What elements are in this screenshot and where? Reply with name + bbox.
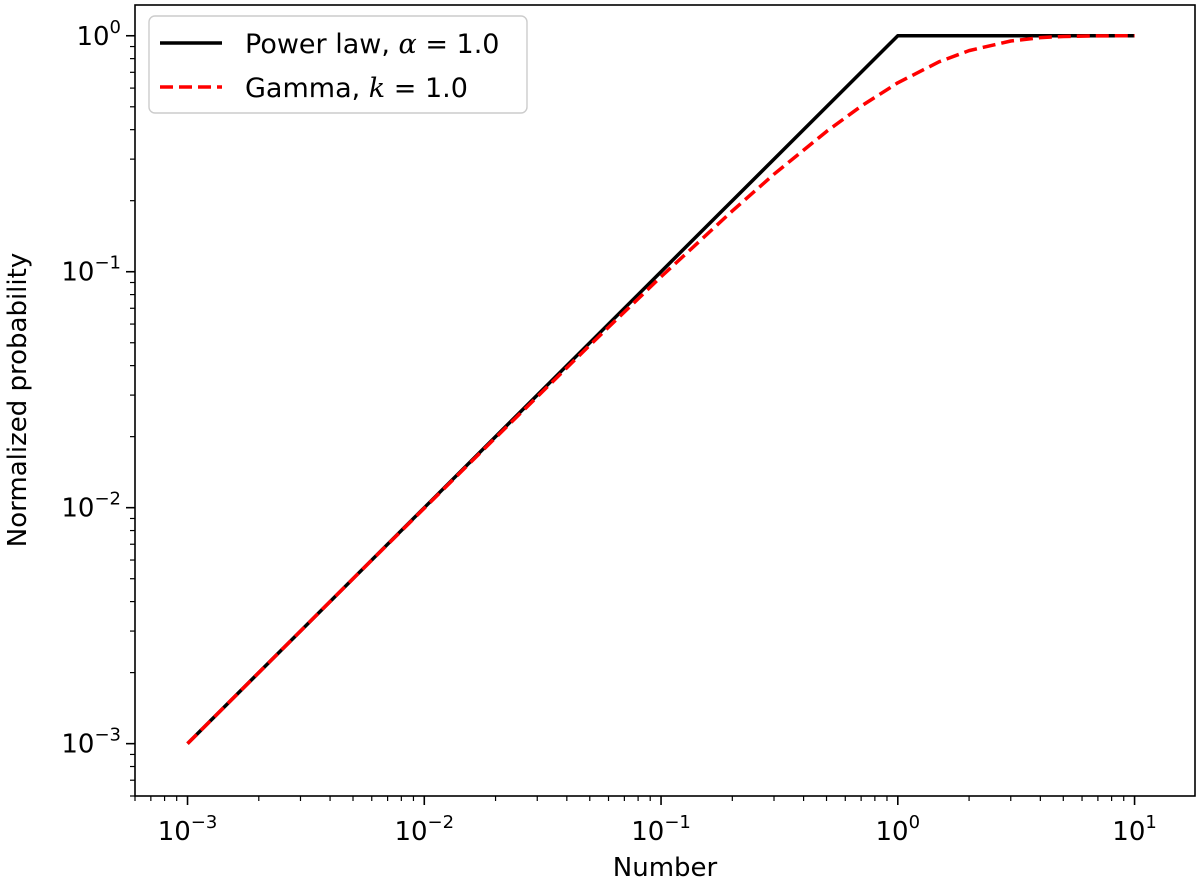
series-power-law-line [186,34,1135,745]
series-layer [186,34,1135,745]
x-axis-label: Number [613,853,718,883]
y-tick-base: 10 [61,730,94,760]
x-tick-label: 100 [876,812,921,847]
series-gamma-line [186,34,1135,745]
x-tick-base: 10 [1112,817,1145,847]
legend-label-power-law: Power law, α = 1.0 [245,29,499,60]
y-tick-exponent: −1 [94,253,121,274]
x-tick-base: 10 [158,817,191,847]
x-tick-base: 10 [394,817,427,847]
legend-box [148,15,528,114]
x-tick-label: 10−1 [631,812,691,847]
x-tick-label: 10−2 [394,812,454,847]
y-tick-exponent: 0 [110,17,121,38]
y-axis-label: Normalized probability [3,253,33,547]
x-tick-label: 101 [1112,812,1157,847]
y-tick-base: 10 [61,258,94,288]
minor-ticks [130,45,1125,801]
x-tick-base: 10 [631,817,664,847]
x-tick-exponent: −2 [428,812,455,833]
legend-label-gamma: Gamma, k = 1.0 [245,73,468,104]
y-tick-label: 100 [76,17,121,52]
x-tick-exponent: −3 [191,812,218,833]
y-tick-base: 10 [61,494,94,524]
plot-frame [134,4,1196,797]
y-tick-exponent: −3 [94,725,121,746]
x-tick-exponent: −1 [664,812,691,833]
y-tick-label: 10−1 [61,253,121,288]
y-tick-label: 10−2 [61,489,121,524]
y-tick-exponent: −2 [94,489,121,510]
x-tick-exponent: 0 [909,812,920,833]
x-tick-base: 10 [876,817,909,847]
legend: Power law, α = 1.0 Gamma, k = 1.0 [148,15,528,114]
x-tick-exponent: 1 [1145,812,1156,833]
y-tick-base: 10 [76,22,109,52]
x-tick-label: 10−3 [158,812,218,847]
y-tick-label: 10−3 [61,725,121,760]
